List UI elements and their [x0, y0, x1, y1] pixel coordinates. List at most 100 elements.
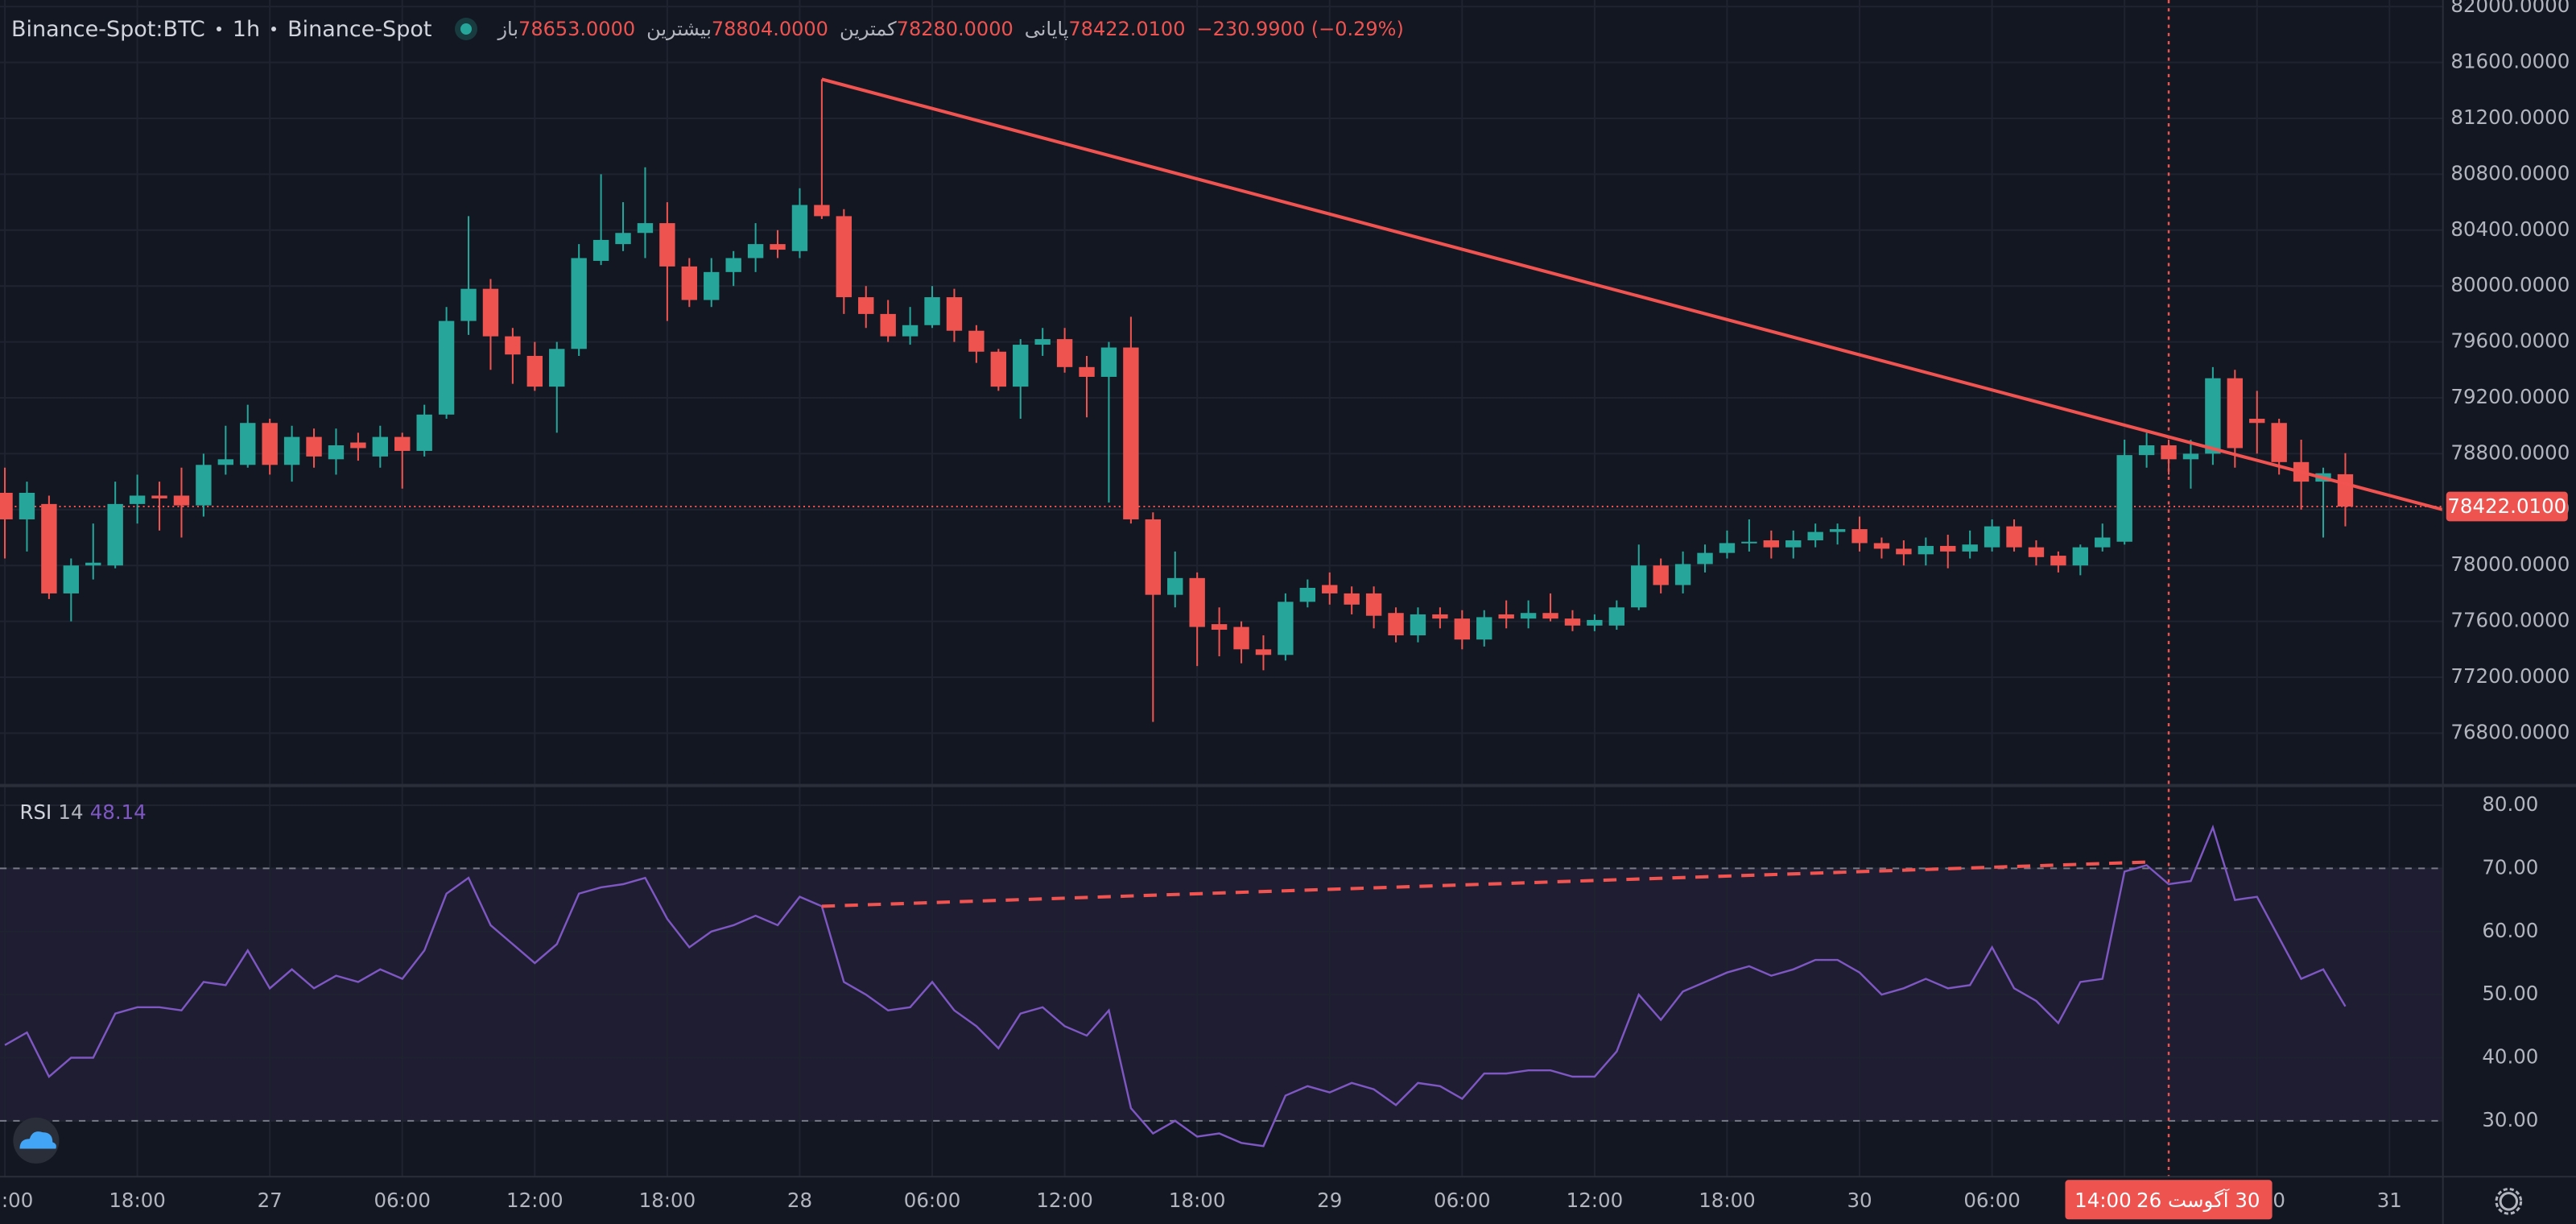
- candle-body: [1918, 545, 1934, 555]
- candle-body: [1807, 531, 1823, 540]
- y-tick-label: 79200.0000: [2450, 385, 2570, 408]
- candle-body: [549, 349, 565, 387]
- candle-body: [217, 459, 234, 465]
- candle-body: [880, 313, 896, 337]
- candle-body: [1211, 624, 1228, 631]
- candle-body: [1631, 565, 1647, 608]
- candle-body: [571, 258, 587, 349]
- candle-body: [350, 442, 366, 449]
- candle-body: [1123, 347, 1139, 519]
- candle-body: [1984, 526, 2000, 548]
- candle-body: [1852, 529, 1868, 544]
- candle-body: [2072, 547, 2089, 566]
- y-tick-label: 81200.0000: [2450, 105, 2570, 129]
- candle-body: [1785, 540, 1802, 548]
- candle-body: [814, 205, 830, 217]
- candle-body: [1653, 565, 1669, 585]
- candle-body: [1542, 613, 1558, 619]
- separator: [216, 27, 221, 31]
- ohlc-value: 78653.0000: [518, 18, 636, 40]
- candle-body: [725, 258, 741, 272]
- candle-body: [858, 297, 874, 314]
- x-tick-label: 31: [2377, 1189, 2402, 1212]
- candle-body: [328, 445, 345, 460]
- symbol[interactable]: Binance-Spot:BTC: [11, 16, 205, 42]
- candle-body: [1741, 541, 1757, 544]
- x-tick-label: 28: [787, 1189, 812, 1212]
- ohlc-value: 78422.0100: [1068, 18, 1186, 40]
- candle-body: [1674, 564, 1691, 585]
- indicator-title: RSI: [19, 800, 52, 824]
- candle-body: [946, 297, 963, 331]
- candle-body: [791, 205, 808, 251]
- candle-body: [394, 436, 411, 451]
- candle-body: [592, 239, 609, 261]
- indicator-value: 48.14: [90, 800, 147, 824]
- settings-icon[interactable]: [2495, 1188, 2523, 1215]
- candle-body: [2337, 473, 2354, 507]
- ohlc-label: کمترین: [839, 18, 897, 40]
- crosshair-time: 14:00: [2074, 1189, 2132, 1212]
- candle-body: [704, 271, 720, 300]
- y-tick-label: 76800.0000: [2450, 720, 2570, 743]
- last-price-label: 78422.0100: [2447, 494, 2566, 518]
- y-tick-label: 70.00: [2482, 855, 2538, 879]
- x-tick-label: 29: [1317, 1189, 1342, 1212]
- candle-body: [1056, 339, 1073, 367]
- candle-body: [1255, 649, 1272, 655]
- candle-body: [1322, 585, 1338, 593]
- x-tick-label: 18:00: [1169, 1189, 1226, 1212]
- y-tick-label: 80800.0000: [2450, 161, 2570, 184]
- ohlc: باز78653.0000 بیشترین78804.0000 کمترین78…: [497, 18, 1403, 40]
- candle-body: [1410, 614, 1426, 635]
- candle-body: [1829, 529, 1846, 532]
- candle-body: [2271, 423, 2287, 462]
- candle-body: [1697, 552, 1713, 564]
- x-tick-label: 27: [258, 1189, 283, 1212]
- crosshair-date: 30 آگوست 26: [2136, 1189, 2260, 1212]
- candle-body: [902, 325, 919, 337]
- y-tick-label: 81600.0000: [2450, 50, 2570, 73]
- candle-body: [1432, 614, 1448, 619]
- candle-body: [107, 503, 123, 566]
- candle-body: [2095, 537, 2111, 548]
- x-tick-label: 18:00: [1699, 1189, 1756, 1212]
- legend-header: Binance-Spot:BTC 1h Binance-Spot باز7865…: [11, 13, 1404, 45]
- y-tick-label: 40.00: [2482, 1045, 2538, 1069]
- candle-body: [1719, 543, 1736, 553]
- candle-body: [85, 562, 101, 566]
- ohlc-label: بیشترین: [646, 18, 712, 40]
- candle-body: [1520, 613, 1537, 619]
- candle-body: [747, 244, 764, 258]
- x-tick-label: 06:00: [904, 1189, 961, 1212]
- candle-body: [1564, 618, 1581, 626]
- indicator-legend: RSI 14 48.14: [19, 800, 146, 824]
- trendline: [821, 77, 2443, 511]
- candle-body: [1454, 618, 1471, 640]
- interval[interactable]: 1h: [232, 16, 261, 42]
- x-tick-label: 12:00: [506, 1189, 564, 1212]
- logo[interactable]: [13, 1117, 60, 1164]
- candle-body: [262, 423, 278, 465]
- y-tick-label: 60.00: [2482, 919, 2538, 942]
- x-tick-label: 12:00: [0, 1189, 33, 1212]
- candle-body: [1587, 619, 1603, 626]
- candle-body: [1167, 577, 1183, 595]
- candle-body: [0, 492, 13, 519]
- x-tick-label: 18:00: [109, 1189, 166, 1212]
- candle-body: [968, 330, 985, 352]
- candle-body: [173, 495, 190, 506]
- candle-body: [2249, 419, 2265, 424]
- candle-body: [2028, 547, 2045, 557]
- ohlc-value: 78280.0000: [896, 18, 1013, 40]
- ohlc-value: 78804.0000: [711, 18, 828, 40]
- candle-body: [1388, 613, 1404, 635]
- ohlc-label: پایانی: [1024, 18, 1069, 40]
- y-tick-label: 80000.0000: [2450, 273, 2570, 296]
- candle-body: [2050, 556, 2066, 566]
- candle-body: [1940, 545, 1956, 552]
- y-tick-label: 77200.0000: [2450, 664, 2570, 688]
- y-tick-label: 82000.0000: [2450, 0, 2570, 17]
- candle-body: [482, 288, 499, 337]
